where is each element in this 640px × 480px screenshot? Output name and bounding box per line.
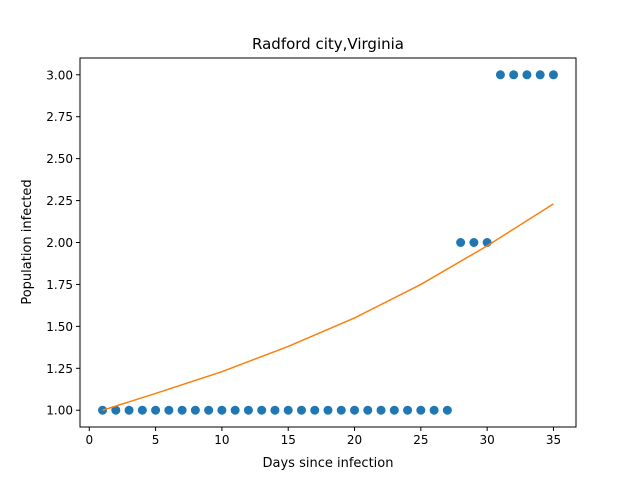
trend-line — [102, 203, 554, 411]
y-axis: 1.00 1.25 1.50 1.75 2.00 2.25 2.50 2.75 3.00 — [46, 68, 80, 418]
data-point — [429, 405, 439, 415]
y-tick-label: 1.75 — [46, 278, 73, 292]
data-point — [389, 405, 399, 415]
x-tick-label: 5 — [152, 433, 160, 447]
data-point — [442, 405, 452, 415]
data-point — [283, 405, 293, 415]
data-point — [164, 405, 174, 415]
data-point — [310, 405, 320, 415]
y-tick-label: 2.00 — [46, 236, 73, 250]
data-point — [350, 405, 360, 415]
data-point — [363, 405, 373, 415]
x-tick-label: 0 — [85, 433, 93, 447]
y-tick-label: 1.00 — [46, 404, 73, 418]
data-point — [243, 405, 253, 415]
data-point — [495, 70, 505, 80]
x-tick-label: 30 — [480, 433, 495, 447]
x-axis: 0 5 10 15 20 25 30 35 — [85, 427, 561, 447]
data-point — [535, 70, 545, 80]
x-tick-label: 10 — [214, 433, 229, 447]
x-tick-label: 20 — [347, 433, 362, 447]
data-point — [190, 405, 200, 415]
data-point — [522, 70, 532, 80]
data-point — [376, 405, 386, 415]
x-tick-label: 35 — [546, 433, 561, 447]
y-tick-label: 1.25 — [46, 362, 73, 376]
data-point — [204, 405, 214, 415]
data-point — [548, 70, 558, 80]
data-point — [323, 405, 333, 415]
data-point — [217, 405, 227, 415]
data-point — [403, 405, 413, 415]
data-point — [230, 405, 240, 415]
y-axis-title: Population infected — [20, 179, 35, 304]
data-point — [296, 405, 306, 415]
chart-title: Radford city,Virginia — [252, 35, 404, 53]
y-tick-label: 3.00 — [46, 68, 73, 82]
y-tick-label: 1.50 — [46, 320, 73, 334]
y-tick-label: 2.75 — [46, 110, 73, 124]
data-point — [509, 70, 519, 80]
x-tick-label: 15 — [281, 433, 296, 447]
data-point — [456, 238, 466, 247]
data-point — [137, 405, 147, 415]
x-tick-label: 25 — [413, 433, 428, 447]
data-point — [257, 405, 267, 415]
data-point — [336, 405, 346, 415]
y-tick-label: 2.25 — [46, 194, 73, 208]
x-axis-title: Days since infection — [263, 456, 394, 471]
data-point — [151, 405, 161, 415]
data-point — [416, 405, 426, 415]
data-point — [111, 405, 121, 415]
data-point — [270, 405, 280, 415]
y-tick-label: 2.50 — [46, 152, 73, 166]
data-point — [177, 405, 187, 415]
data-point — [124, 405, 134, 415]
plot-content — [98, 70, 558, 415]
data-point — [469, 238, 479, 247]
